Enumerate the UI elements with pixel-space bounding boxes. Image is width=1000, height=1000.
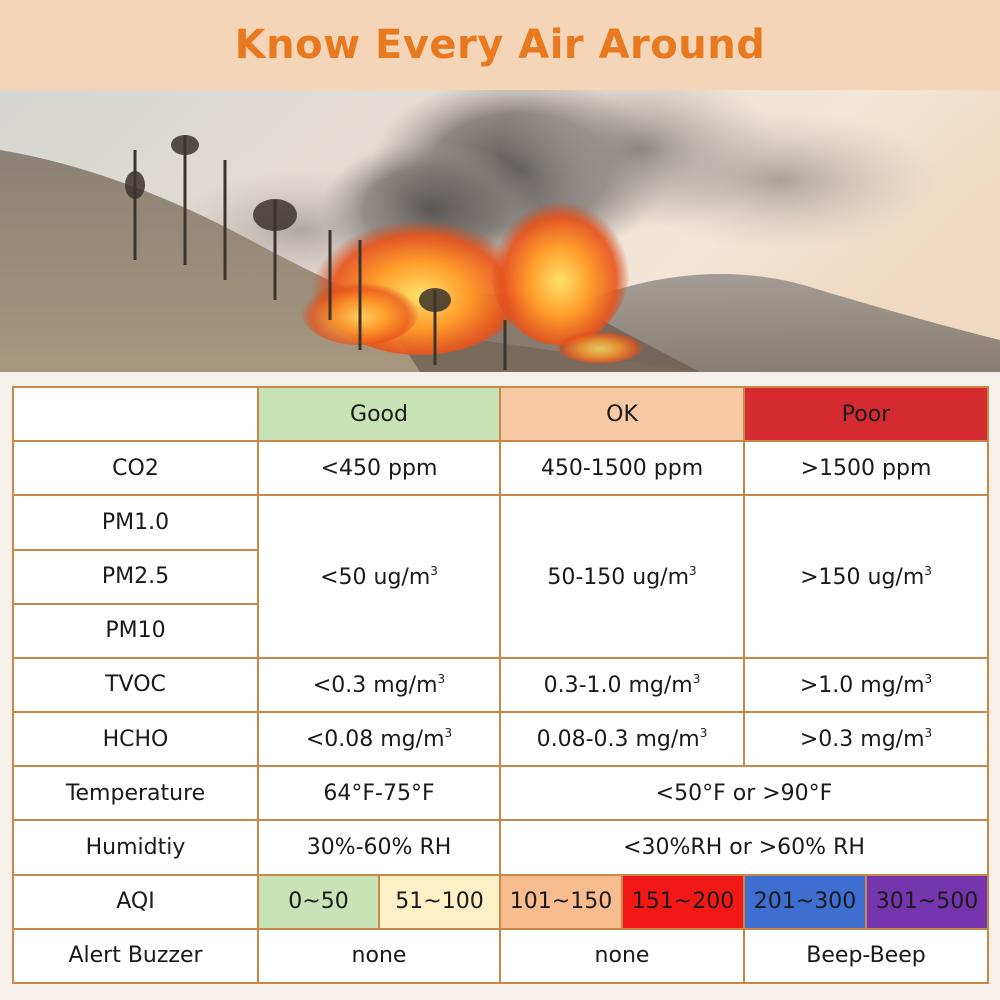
- pm-good: <50 ug/m3: [257, 494, 501, 659]
- temperature-other: <50°F or >90°F: [498, 765, 990, 822]
- wildfire-photo: [0, 90, 1000, 372]
- temperature-good: 64°F-75°F: [257, 765, 501, 822]
- title-banner: Know Every Air Around: [0, 0, 1000, 90]
- table-row: PM2.5: [12, 548, 988, 605]
- table-row: Alert Buzzer none none Beep-Beep: [12, 927, 990, 985]
- hcho-ok: 0.08-0.3 mg/m3: [499, 711, 745, 768]
- row-label-pm1: PM1.0: [12, 494, 259, 551]
- co2-ok: 450-1500 ppm: [499, 440, 745, 497]
- aqi-51-100: 51~100: [378, 873, 501, 930]
- alert-ok: none: [499, 927, 745, 985]
- pm-poor: >150 ug/m3: [742, 494, 990, 659]
- tvoc-good: <0.3 mg/m3: [257, 656, 501, 714]
- header-blank-cell: [12, 385, 259, 443]
- row-label-tvoc: TVOC: [12, 656, 259, 714]
- table-row: PM10: [12, 602, 988, 659]
- aqi-0-50: 0~50: [257, 873, 380, 930]
- row-label-pm10: PM10: [12, 602, 259, 659]
- co2-good: <450 ppm: [257, 440, 501, 497]
- row-label-temperature: Temperature: [12, 765, 259, 822]
- tvoc-poor: >1.0 mg/m3: [742, 656, 990, 714]
- header-good: Good: [257, 385, 501, 443]
- table-row: CO2 <450 ppm 450-1500 ppm >1500 ppm: [12, 440, 990, 497]
- aqi-101-150: 101~150: [499, 873, 623, 930]
- row-label-co2: CO2: [12, 440, 259, 497]
- table-row: PM1.0 <50 ug/m3 50-150 ug/m3 >150 ug/m3: [12, 494, 990, 659]
- row-label-hcho: HCHO: [12, 711, 259, 768]
- aqi-301-500: 301~500: [864, 873, 990, 930]
- row-label-aqi: AQI: [12, 873, 259, 930]
- air-quality-table: Good OK Poor CO2 <450 ppm 450-1500 ppm >…: [12, 385, 990, 985]
- co2-poor: >1500 ppm: [742, 440, 990, 497]
- row-label-alert-buzzer: Alert Buzzer: [12, 927, 259, 985]
- hcho-poor: >0.3 mg/m3: [742, 711, 990, 768]
- tvoc-ok: 0.3-1.0 mg/m3: [499, 656, 745, 714]
- header-poor: Poor: [742, 385, 990, 443]
- alert-good: none: [257, 927, 501, 985]
- humidity-good: 30%-60% RH: [257, 819, 501, 876]
- alert-poor: Beep-Beep: [742, 927, 990, 985]
- table-row: AQI 0~50 51~100 101~150 151~200 201~300 …: [12, 873, 990, 930]
- aqi-151-200: 151~200: [621, 873, 745, 930]
- table-row: Humidtiy 30%-60% RH <30%RH or >60% RH: [12, 819, 990, 876]
- row-label-pm25: PM2.5: [12, 548, 259, 605]
- table-row: HCHO <0.08 mg/m3 0.08-0.3 mg/m3 >0.3 mg/…: [12, 711, 990, 768]
- table-row: TVOC <0.3 mg/m3 0.3-1.0 mg/m3 >1.0 mg/m3: [12, 656, 990, 714]
- hcho-good: <0.08 mg/m3: [257, 711, 501, 768]
- wildfire-image: [0, 90, 1000, 372]
- table-row: Temperature 64°F-75°F <50°F or >90°F: [12, 765, 990, 822]
- header-row: Good OK Poor: [12, 385, 990, 443]
- row-label-humidity: Humidtiy: [12, 819, 259, 876]
- page-title: Know Every Air Around: [234, 22, 766, 68]
- humidity-other: <30%RH or >60% RH: [498, 819, 990, 876]
- header-ok: OK: [499, 385, 745, 443]
- aqi-201-300: 201~300: [743, 873, 867, 930]
- air-quality-table-section: Good OK Poor CO2 <450 ppm 450-1500 ppm >…: [0, 372, 1000, 1000]
- pm-ok: 50-150 ug/m3: [499, 494, 745, 659]
